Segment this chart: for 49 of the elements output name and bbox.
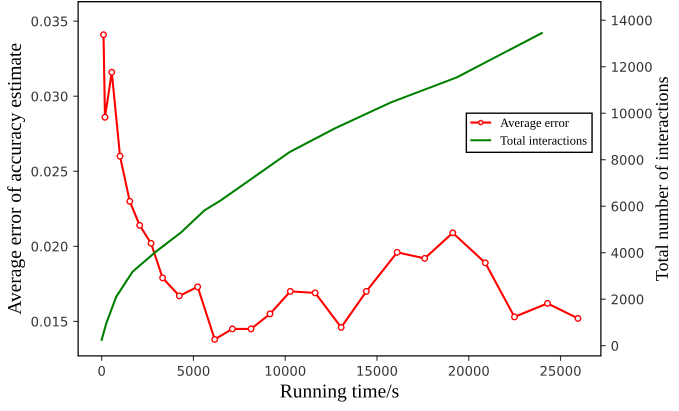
y2-tick-label: 0 bbox=[612, 340, 618, 351]
point bbox=[338, 324, 345, 331]
point bbox=[266, 310, 274, 318]
point bbox=[102, 114, 108, 121]
point bbox=[286, 288, 294, 295]
point bbox=[116, 152, 124, 160]
legend-label: Total interactions bbox=[500, 136, 587, 145]
point bbox=[248, 325, 255, 332]
point bbox=[176, 292, 183, 300]
point bbox=[228, 325, 236, 332]
point bbox=[362, 288, 370, 295]
x-tick-label: 15000 bbox=[357, 366, 398, 376]
point bbox=[211, 336, 218, 343]
x-tick-label: 20000 bbox=[448, 366, 489, 376]
point bbox=[126, 198, 134, 205]
point bbox=[312, 289, 319, 296]
y2-tick-label: 6000 bbox=[612, 201, 644, 212]
y-tick-label: 0.025 bbox=[31, 166, 68, 176]
x-tick-label: 5000 bbox=[178, 366, 210, 376]
point bbox=[194, 283, 202, 290]
point bbox=[108, 68, 116, 76]
y2-axis-title: Total number of interactions bbox=[655, 77, 668, 281]
x-tick-label: 25000 bbox=[540, 366, 581, 376]
point bbox=[100, 31, 107, 38]
x-tick-label: 0 bbox=[98, 366, 105, 376]
y2-tick-label: 12000 bbox=[612, 62, 652, 72]
y-axis-title: Average error of accuracy estimate bbox=[7, 44, 26, 314]
point bbox=[394, 248, 401, 256]
point bbox=[574, 314, 582, 322]
point bbox=[136, 222, 144, 229]
y2-tick-label: 2000 bbox=[612, 294, 644, 304]
point bbox=[510, 313, 518, 320]
point bbox=[148, 240, 155, 247]
y-tick-label: 0.035 bbox=[31, 16, 68, 26]
point bbox=[159, 274, 166, 282]
y-tick-label: 0.015 bbox=[31, 316, 68, 327]
x-axis-title: Running time/s bbox=[280, 384, 398, 402]
y2-tick-label: 10000 bbox=[612, 108, 652, 118]
y2-tick-label: 14000 bbox=[612, 15, 652, 26]
y2-tick-label: 8000 bbox=[612, 154, 644, 165]
point bbox=[421, 254, 428, 262]
legend-label: Average error bbox=[500, 118, 569, 130]
point bbox=[544, 300, 551, 307]
point bbox=[482, 259, 489, 266]
y-tick-label: 0.020 bbox=[31, 242, 68, 252]
y-tick-label: 0.030 bbox=[31, 91, 68, 102]
x-tick-label: 10000 bbox=[266, 366, 306, 376]
y2-tick-label: 4000 bbox=[611, 248, 644, 258]
point bbox=[449, 229, 456, 236]
